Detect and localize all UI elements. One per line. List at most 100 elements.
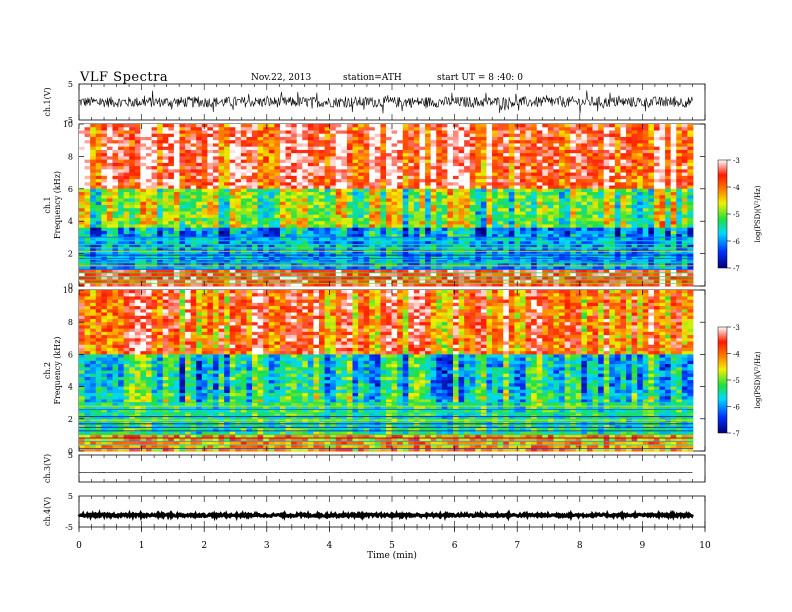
- spectrogram-cell: [631, 263, 638, 267]
- spectrogram-cell: [224, 247, 231, 251]
- spectrogram-cell: [101, 159, 108, 164]
- spectrogram-cell: [319, 136, 325, 141]
- spectrogram-cell: [598, 221, 605, 225]
- spectrogram-cell: [324, 192, 331, 196]
- spectrogram-cell: [374, 227, 381, 232]
- spectrogram-cell: [676, 198, 683, 203]
- spectrogram-cell: [564, 198, 571, 203]
- spectrogram-cell: [274, 214, 281, 219]
- spectrogram-cell: [659, 156, 666, 161]
- spectrogram-cell: [687, 169, 694, 173]
- spectrogram-cell: [559, 234, 566, 238]
- spectrogram-cell: [162, 221, 169, 225]
- spectrogram-cell: [653, 153, 660, 157]
- spectrogram-cell: [330, 143, 337, 148]
- spectrogram-cell: [118, 192, 125, 196]
- spectrogram-cell: [79, 237, 85, 242]
- spectrogram-cell: [687, 230, 694, 235]
- spectrogram-cell: [224, 149, 231, 154]
- spectrogram-cell: [218, 247, 225, 251]
- spectrogram-cell: [659, 250, 666, 254]
- spectrogram-cell: [246, 156, 253, 161]
- spectrogram-cell: [274, 266, 281, 271]
- spectrogram-cell: [151, 266, 158, 271]
- spectrogram-cell: [380, 159, 387, 164]
- spectrogram-cell: [508, 243, 515, 248]
- spectrogram-cell: [224, 124, 231, 128]
- spectrogram-cell: [514, 169, 521, 173]
- spectrogram-cell: [486, 214, 493, 219]
- spectrogram-cell: [101, 266, 108, 271]
- spectrogram-cell: [492, 140, 499, 144]
- spectrogram-cell: [492, 179, 499, 183]
- spectrogram-cell: [575, 140, 582, 144]
- spectrogram-cell: [592, 240, 599, 245]
- spectrogram-cell: [90, 156, 97, 161]
- spectrogram-cell: [436, 217, 443, 222]
- spectrogram-cell: [447, 130, 454, 135]
- spectrogram-cell: [425, 166, 432, 170]
- spectrogram-cell: [123, 227, 130, 232]
- spectrogram-cell: [475, 188, 482, 193]
- spectrogram-cell: [670, 198, 677, 203]
- spectrogram-cell: [408, 127, 415, 131]
- spectrogram-cell: [151, 159, 158, 164]
- spectrogram-cell: [224, 224, 231, 229]
- spectrogram-cell: [330, 185, 337, 190]
- spectrogram-cell: [118, 175, 125, 180]
- spectrogram-cell: [425, 175, 432, 180]
- spectrogram-cell: [531, 188, 538, 193]
- spectrogram-cell: [386, 133, 392, 138]
- spectrogram-cell: [118, 140, 125, 144]
- spectrogram-cell: [274, 230, 281, 235]
- spectrogram-cell: [469, 211, 476, 216]
- spectrogram-cell: [452, 221, 459, 225]
- spectrogram-cell: [631, 156, 638, 161]
- spectrogram-cell: [145, 146, 152, 151]
- spectrogram-cell: [319, 146, 325, 151]
- spectrogram-cell: [553, 221, 560, 225]
- spectrogram-cell: [285, 208, 292, 212]
- spectrogram-cell: [553, 130, 560, 135]
- spectrogram-cell: [212, 237, 219, 242]
- spectrogram-cell: [508, 208, 515, 212]
- spectrogram-cell: [246, 159, 253, 164]
- spectrogram-cell: [207, 175, 214, 180]
- spectrogram-cell: [324, 127, 331, 131]
- spectrogram-cell: [257, 208, 264, 212]
- spectrogram-cell: [553, 172, 560, 177]
- spectrogram-cell: [157, 188, 164, 193]
- spectrogram-cell: [224, 127, 231, 131]
- spectrogram-cell: [157, 208, 164, 212]
- spectrogram-cell: [609, 159, 616, 164]
- spectrogram-cell: [464, 162, 471, 167]
- spectrogram-cell: [106, 179, 113, 183]
- spectrogram-cell: [441, 192, 448, 196]
- spectrogram-cell: [397, 224, 404, 229]
- spectrogram-cell: [302, 214, 309, 219]
- spectrogram-cell: [620, 224, 627, 229]
- spectrogram-cell: [168, 130, 175, 135]
- spectrogram-cell: [653, 146, 660, 151]
- spectrogram-cell: [581, 159, 588, 164]
- spectrogram-cell: [319, 153, 325, 157]
- spectrogram-cell: [358, 124, 365, 128]
- spectrogram-cell: [134, 143, 141, 148]
- spectrogram-cell: [118, 149, 125, 154]
- spectrogram-cell: [190, 146, 197, 151]
- spectrogram-cell: [185, 162, 192, 167]
- spectrogram-cell: [665, 143, 672, 148]
- spectrogram-cell: [508, 124, 515, 128]
- spectrogram-cell: [586, 172, 593, 177]
- spectrogram-cell: [313, 133, 320, 138]
- spectrogram-cell: [536, 162, 543, 167]
- spectrogram-cell: [452, 188, 459, 193]
- spectrogram-cell: [531, 153, 538, 157]
- spectrogram-cell: [380, 192, 387, 196]
- spectrogram-cell: [503, 230, 510, 235]
- spectrogram-cell: [196, 156, 203, 161]
- spectrogram-cell: [631, 237, 638, 242]
- spectrogram-cell: [598, 227, 605, 232]
- spectrogram-cell: [207, 169, 214, 173]
- spectrogram-cell: [536, 127, 543, 131]
